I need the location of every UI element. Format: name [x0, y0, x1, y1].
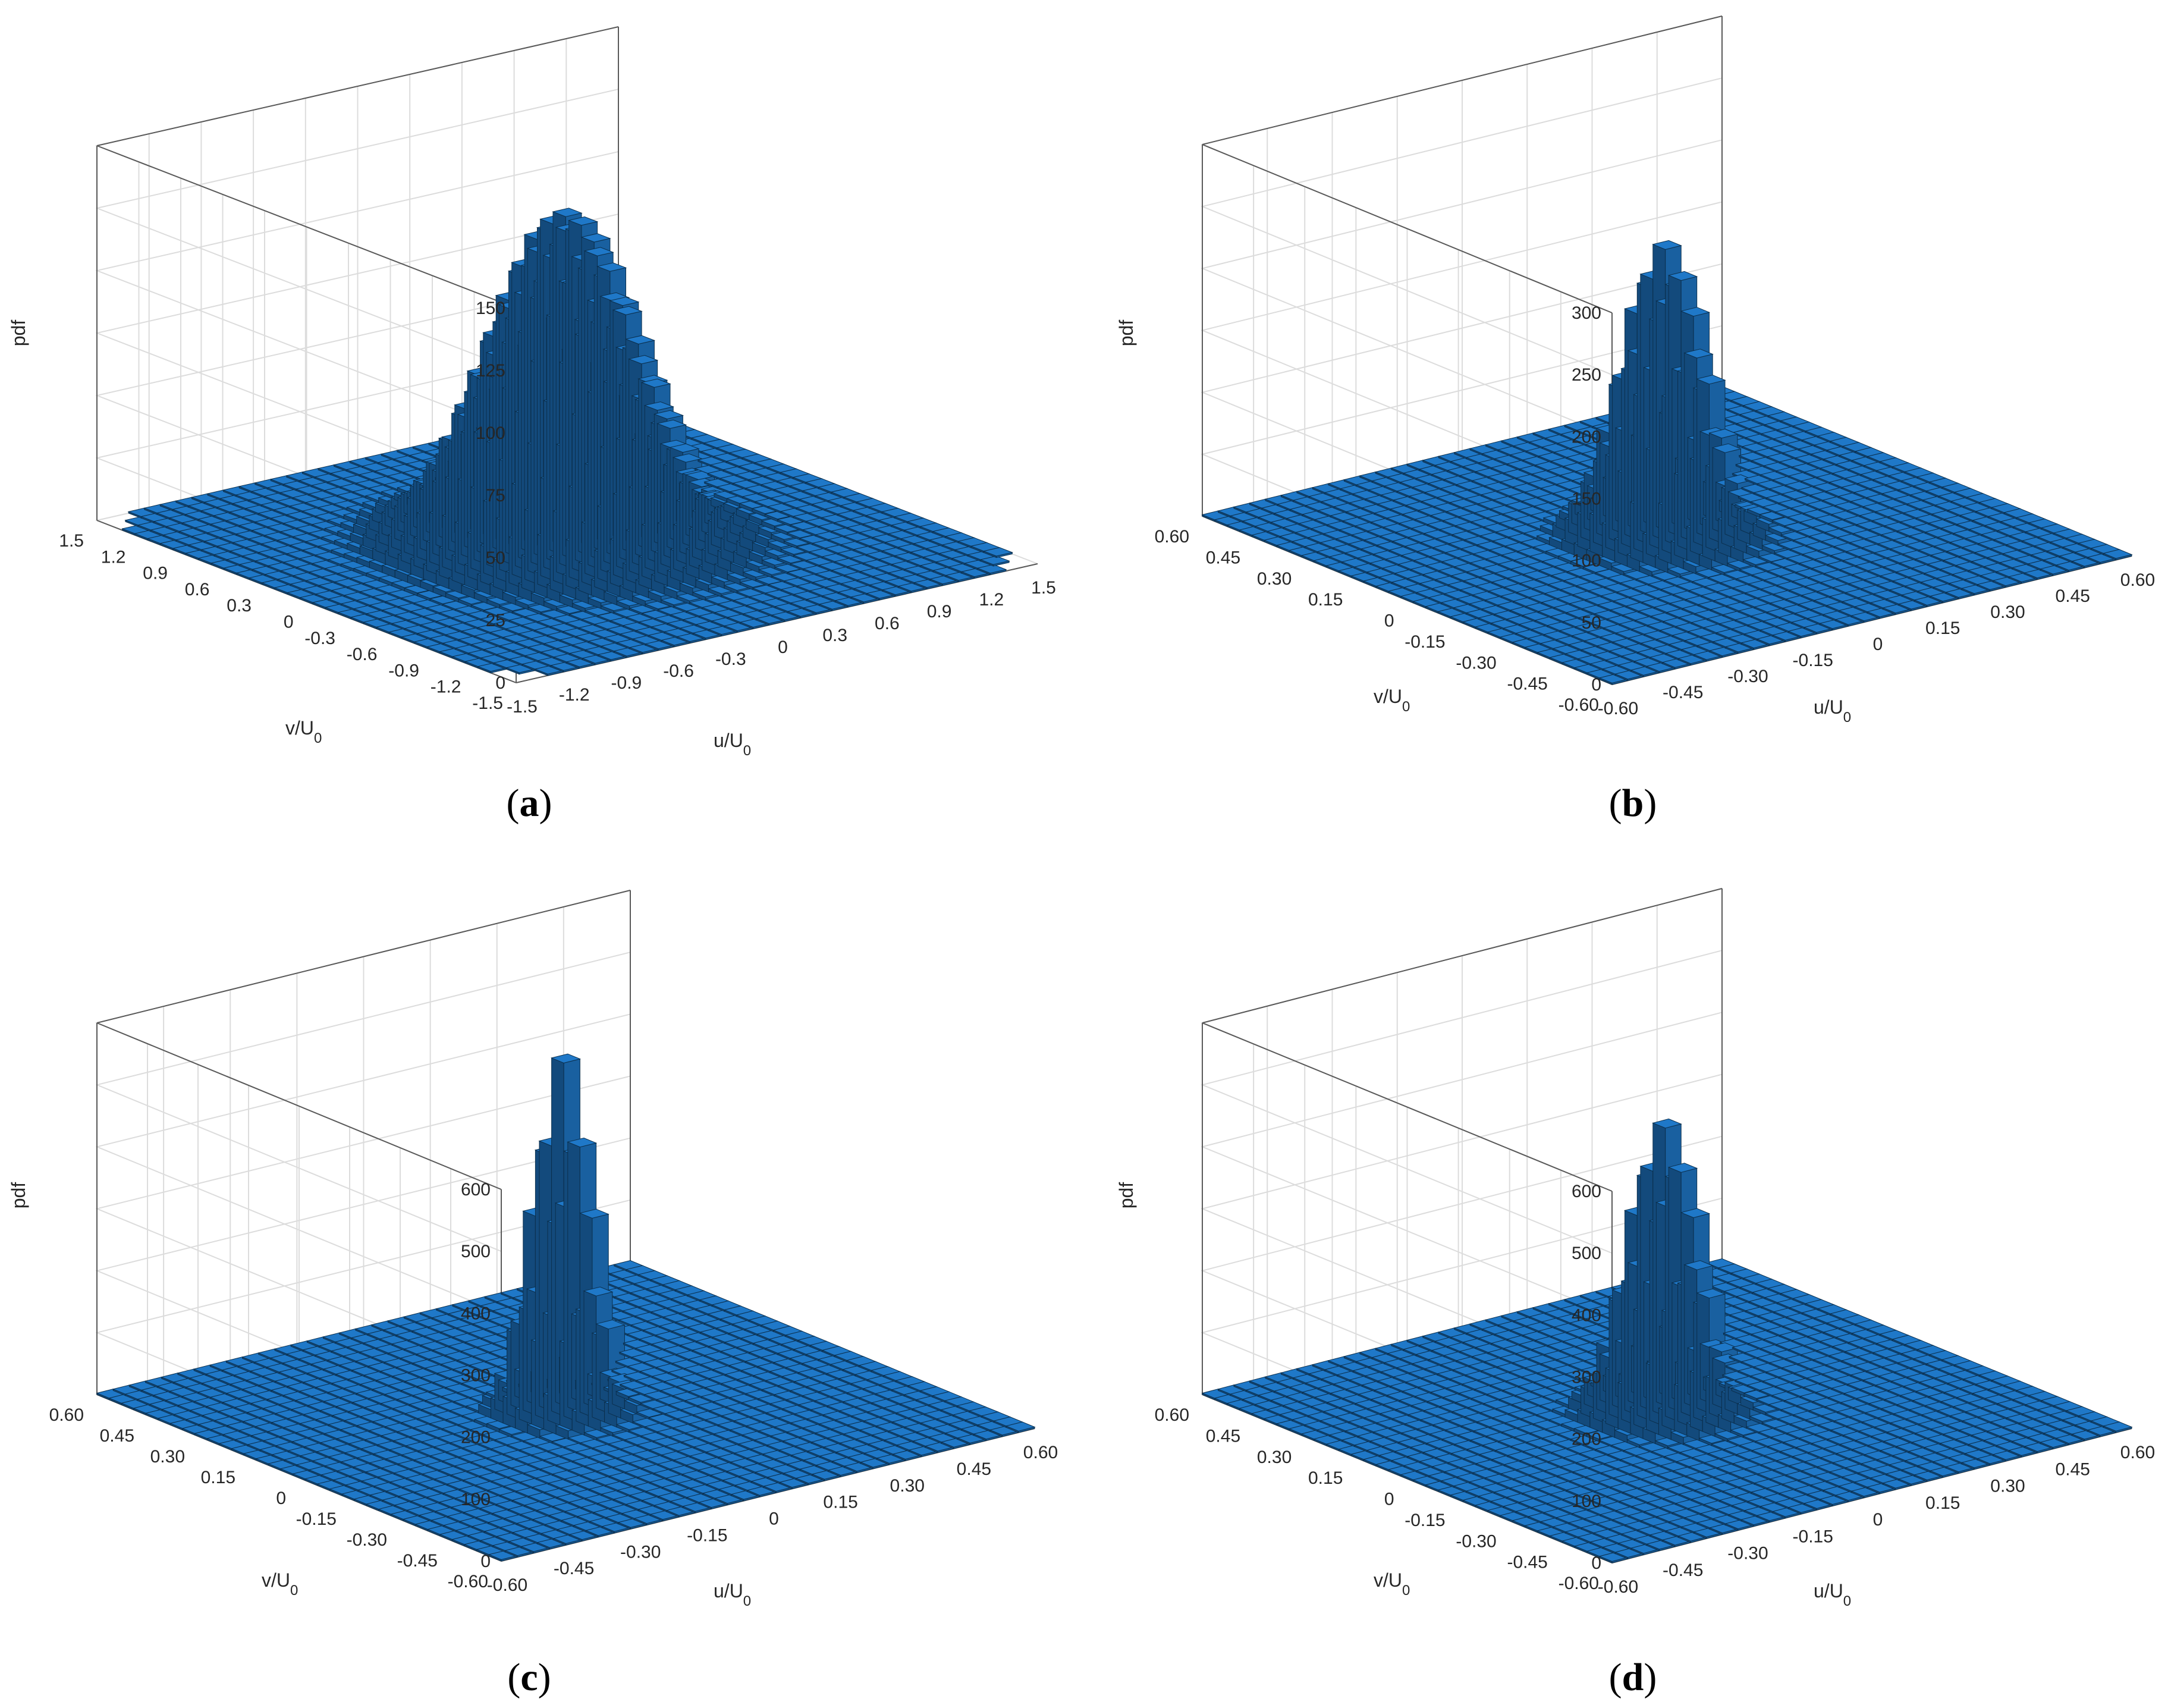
panel-a-axis-edge	[96, 26, 619, 146]
panel-a: 0 25 50 75 100 125 150 -1.5 -1.2 -0.9 -0.6 -0.3 0 0.3…	[8, 26, 1056, 825]
panel-a-y-tick-label: 1.5	[59, 531, 84, 551]
panel-a-y-tick-label: 0.9	[143, 564, 168, 583]
panel-a-x-tick-label: -0.6	[663, 661, 694, 681]
panel-a-label-letter: a	[520, 781, 539, 825]
panel-a-y-tick-label: -0.6	[347, 645, 378, 664]
panel-a-x-tick-label: -0.9	[611, 673, 642, 693]
panel-a-y-tick-label: -1.5	[472, 693, 503, 713]
panel-a-x-tick-label: 0	[778, 638, 788, 657]
panel-a-z-tick-label: 50	[486, 548, 505, 568]
panel-a-y-tick-label: 0.3	[227, 596, 252, 616]
panel-a-y-tick-label: -0.3	[304, 629, 335, 648]
panel-a-y-tick-label: 0.6	[185, 580, 210, 599]
panel-a-x-tick-label: 1.5	[1031, 578, 1056, 598]
panel-a-label-close: )	[539, 781, 552, 825]
panel-a-x-tick-label: -1.2	[559, 685, 590, 705]
panel-a-x-axis-label-main: u/U	[714, 730, 743, 751]
panel-a-z-tick-label: 125	[476, 361, 505, 381]
panel-a-z-tick-label: 150	[476, 299, 505, 318]
panel-a-bars	[121, 208, 1014, 676]
panel-a-z-tick-label: 75	[486, 486, 505, 506]
panel-a-y-tick-label: -1.2	[431, 677, 461, 697]
panel-a-x-tick-label: -0.3	[715, 649, 746, 669]
panel-a-label: (a)	[507, 781, 552, 825]
panel-a-y-axis-label-subscript: 0	[314, 730, 322, 746]
panel-a-y-tick-label: 1.2	[101, 547, 126, 567]
panel-a-label-open: (	[507, 781, 520, 825]
panel-a-x-tick-label: 0.6	[875, 614, 900, 633]
panel-a-y-tick-label: 0	[284, 613, 294, 632]
panel-a-x-tick-label: 0.3	[822, 626, 847, 645]
panel-a-z-tick-label: 25	[486, 611, 505, 630]
panel-a-x-tick-label: 1.2	[979, 590, 1004, 610]
panel-a-x-axis-label-subscript: 0	[743, 743, 751, 759]
panel-a-y-axis-label-main: v/U	[285, 717, 314, 739]
panel-a-x-tick-label: 0.9	[927, 602, 952, 621]
panel-a-z-tick-label: 100	[476, 423, 505, 443]
panel-a-y-tick-label: -0.9	[388, 661, 419, 680]
panel-a-x-tick-label: -1.5	[507, 697, 538, 717]
panel-a-z-tick-label: 0	[495, 673, 505, 693]
panel-a-axis-edge	[96, 145, 517, 309]
panel-a-z-axis-label: pdf	[8, 320, 29, 347]
